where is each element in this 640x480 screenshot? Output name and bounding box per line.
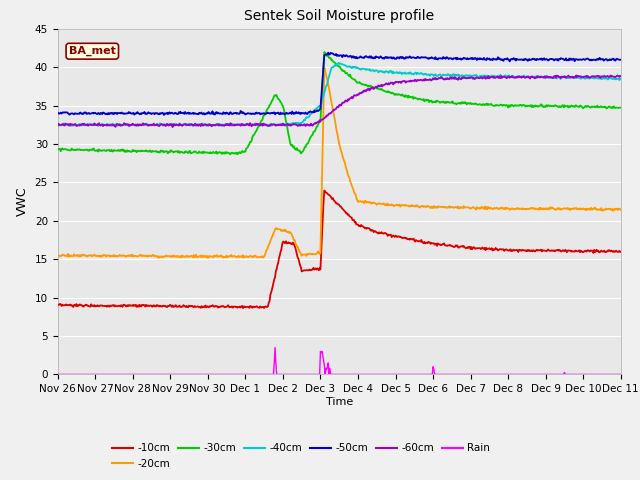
Y-axis label: VWC: VWC: [16, 187, 29, 216]
Legend: -10cm, -20cm, -30cm, -40cm, -50cm, -60cm, Rain: -10cm, -20cm, -30cm, -40cm, -50cm, -60cm…: [108, 439, 495, 473]
Text: BA_met: BA_met: [69, 46, 116, 56]
Title: Sentek Soil Moisture profile: Sentek Soil Moisture profile: [244, 10, 435, 24]
X-axis label: Time: Time: [326, 397, 353, 407]
